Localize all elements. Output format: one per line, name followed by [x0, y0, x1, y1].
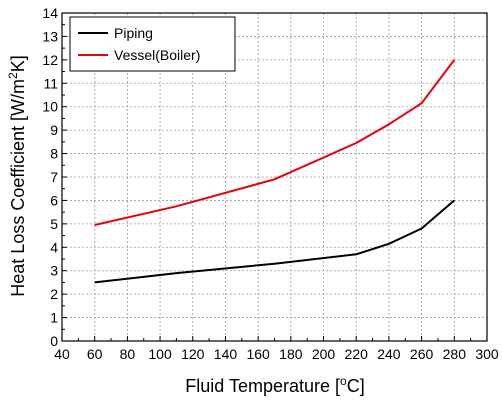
legend-label-0: Piping — [114, 25, 153, 41]
x-tick-label: 180 — [279, 346, 303, 362]
series-line-1 — [94, 59, 456, 226]
grid-lines — [62, 13, 487, 341]
x-tick-label: 120 — [181, 346, 205, 362]
y-tick-label: 4 — [50, 239, 58, 255]
y-tick-label: 0 — [50, 333, 58, 349]
y-tick-label: 11 — [43, 75, 58, 91]
series-lines — [94, 59, 456, 284]
y-tick-label: 14 — [42, 5, 58, 21]
y-tick-label: 7 — [50, 169, 58, 185]
x-tick-label: 220 — [345, 346, 369, 362]
x-tick-labels: 40 60 80 100 120 140 160 180 200 220 240 260 280 300 — [54, 346, 499, 362]
y-tick-label: 9 — [50, 122, 58, 138]
legend-box — [69, 16, 236, 72]
legend: Piping Vessel(Boiler) — [69, 16, 236, 72]
x-tick-label: 100 — [148, 346, 172, 362]
x-tick-label: 300 — [475, 346, 499, 362]
x-tick-label: 40 — [54, 346, 70, 362]
y-tick-label: 13 — [42, 28, 58, 44]
y-tick-label: 3 — [50, 263, 58, 279]
y-tick-label: 2 — [50, 286, 58, 302]
x-tick-label: 260 — [410, 346, 434, 362]
series-line-0 — [94, 199, 455, 284]
x-tick-label: 140 — [214, 346, 238, 362]
y-tick-label: 1 — [50, 310, 58, 326]
x-tick-label: 80 — [120, 346, 136, 362]
x-tick-label: 280 — [443, 346, 467, 362]
legend-label-1: Vessel(Boiler) — [114, 47, 200, 63]
x-tick-label: 160 — [246, 346, 270, 362]
x-tick-label: 200 — [312, 346, 336, 362]
y-tick-label: 12 — [42, 52, 58, 68]
axis-ticks — [61, 12, 488, 342]
y-tick-label: 5 — [50, 216, 58, 232]
y-tick-label: 8 — [50, 146, 58, 162]
y-axis-label: Heat Loss Coefficient [W/m2K] — [6, 55, 28, 296]
x-tick-label: 240 — [377, 346, 401, 362]
x-tick-label: 60 — [87, 346, 103, 362]
y-tick-label: 10 — [42, 99, 58, 115]
x-axis-label: Fluid Temperature [oC] — [185, 374, 364, 396]
y-tick-label: 6 — [50, 192, 58, 208]
